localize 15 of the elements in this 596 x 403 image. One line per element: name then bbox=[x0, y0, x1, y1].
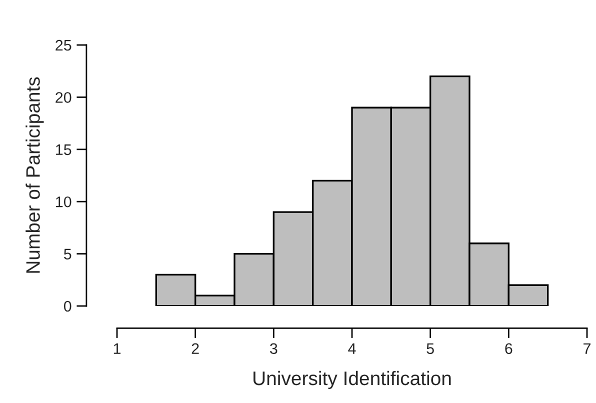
y-tick-label: 5 bbox=[64, 248, 72, 260]
y-axis-title: Number of Participants bbox=[26, 77, 44, 273]
y-tick-label: 0 bbox=[64, 300, 72, 312]
x-tick-label: 3 bbox=[270, 343, 278, 354]
x-tick-label: 2 bbox=[192, 343, 199, 354]
x-tick-label: 7 bbox=[584, 343, 590, 354]
x-tick-label: 4 bbox=[348, 343, 356, 354]
x-tick-label: 1 bbox=[114, 343, 121, 354]
x-tick-label: 5 bbox=[426, 343, 434, 354]
y-tick-label: 10 bbox=[56, 196, 72, 208]
y-tick-label: 25 bbox=[56, 40, 72, 51]
x-tick-label: 6 bbox=[505, 343, 512, 354]
y-tick-label: 20 bbox=[56, 92, 72, 103]
x-axis-title: University Identification bbox=[254, 370, 451, 390]
y-tick-label: 15 bbox=[56, 144, 72, 156]
